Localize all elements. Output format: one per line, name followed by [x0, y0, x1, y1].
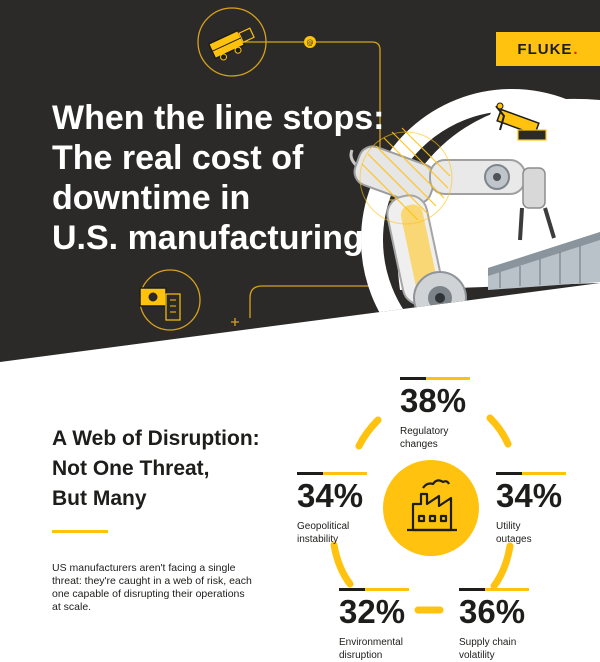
section-heading: A Web of Disruption: Not One Threat, But… [52, 424, 292, 514]
title-line: downtime in [52, 179, 251, 217]
conveyor-line-icon [488, 232, 600, 290]
page-title: When the line stops: The real cost of do… [52, 98, 392, 258]
factory-icon [407, 479, 457, 532]
svg-text:@: @ [307, 39, 314, 47]
title-line: The real cost of [52, 139, 304, 177]
section-heading-line: But Many [52, 487, 147, 510]
conveyor-machine-icon [197, 7, 267, 77]
stat-label: Environmental disruption [339, 636, 459, 662]
center-badge [383, 460, 479, 556]
stat-label-line: volatility [459, 650, 495, 661]
fluke-logo[interactable]: FLUKE. [496, 32, 600, 66]
hero-banner: @ [0, 0, 600, 362]
stat-label-line: Utility [496, 521, 521, 532]
stat-label-line: Geopolitical [297, 521, 350, 532]
stat-rule [459, 588, 529, 591]
title-line: U.S. manufacturing [52, 219, 364, 257]
section-heading-line: Not One Threat, [52, 457, 210, 480]
stat-rule [496, 472, 566, 475]
heading-divider [52, 530, 108, 533]
stat-value: 34% [297, 477, 364, 514]
stat-value: 34% [496, 477, 563, 514]
stat-label: Geopolitical instability [297, 520, 417, 546]
gear-badge-icon [139, 269, 201, 331]
stat-label: Supply chain volatility [459, 636, 579, 662]
stat-rule [297, 472, 367, 475]
stat-rule [339, 588, 409, 591]
stat-label-line: outages [496, 534, 532, 545]
stat-label-line: disruption [339, 650, 383, 661]
brand-name: FLUKE [517, 40, 573, 58]
stat-label: Utility outages [496, 520, 600, 546]
intro-paragraph: US manufacturers aren't facing a single … [52, 562, 252, 613]
stat-label-line: instability [297, 534, 339, 545]
stat-label-line: Environmental [339, 637, 403, 648]
stat-label-line: changes [400, 439, 438, 450]
stat-label-line: Supply chain [459, 637, 517, 648]
title-line: When the line stops: [52, 99, 385, 137]
stat-value: 32% [339, 593, 406, 630]
stat-label-line: Regulatory [400, 426, 449, 437]
stat-value: 36% [459, 593, 526, 630]
section-heading-line: A Web of Disruption: [52, 427, 260, 450]
stat-value: 38% [400, 382, 467, 419]
brand-dot: . [573, 40, 579, 58]
stat-label: Regulatory changes [400, 425, 520, 451]
stat-rule [400, 377, 470, 380]
